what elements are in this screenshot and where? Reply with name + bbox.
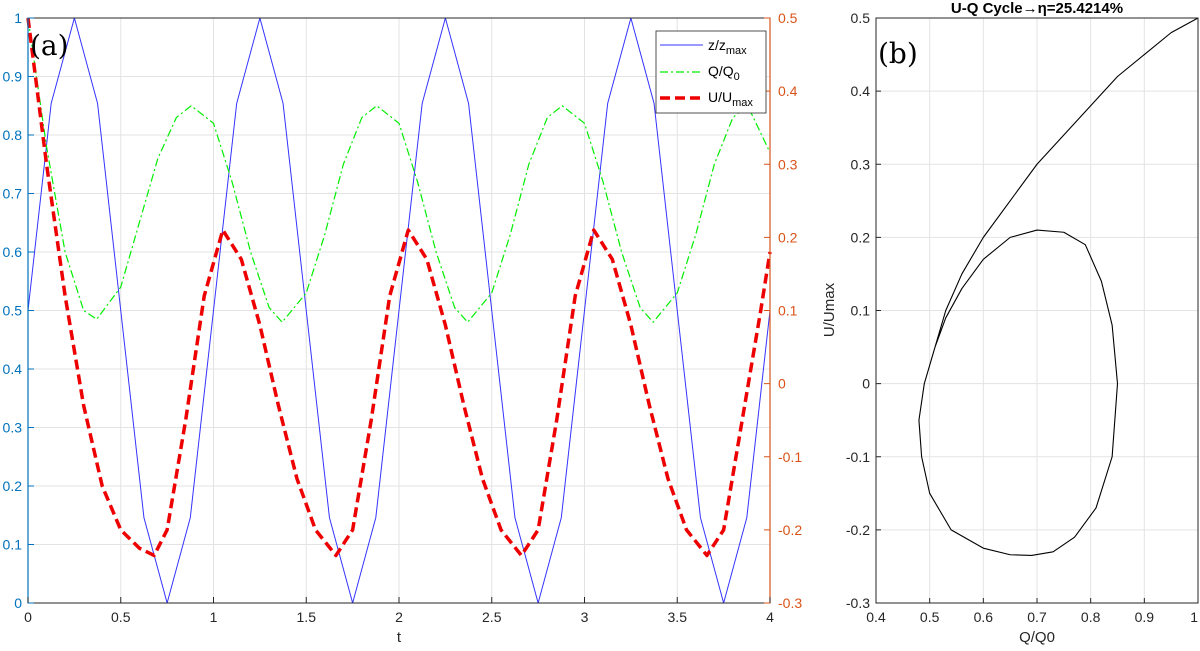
panel-b-ticks: 0.4 0.5 0.6 0.7 0.8 0.9 1 -0.3 -0.2 -0.1 0 0.1 0.2 0.… (846, 10, 1199, 625)
y-right-tick-label-3: 0 (778, 376, 786, 392)
series-q (27, 17, 771, 323)
b-x-tick-label-6: 1 (1190, 609, 1198, 625)
legend-label-u-sub: max (732, 97, 753, 109)
x-tick-label-2: 1 (210, 609, 218, 625)
legend-label-u-main: U/U (708, 89, 732, 105)
legend-label-q: Q/Q0 (708, 63, 740, 83)
y-left-tick-label-0: 0 (14, 595, 22, 611)
panel-b-title: U-Q Cycle→η=25.4214% (951, 0, 1123, 17)
legend-label-u: U/Umax (708, 89, 753, 109)
y-left-tick-label-2: 0.2 (3, 478, 23, 494)
y-left-tick-label-6: 0.6 (3, 244, 23, 260)
panel-b-label: (b) (878, 37, 918, 70)
legend: z/zmax Q/Q0 U/Umax (655, 30, 767, 114)
b-x-tick-label-5: 0.9 (1135, 609, 1155, 625)
y-left-tick-label-9: 0.9 (3, 69, 23, 85)
b-y-tick-label-2: -0.1 (846, 449, 870, 465)
b-y-tick-label-3: 0 (862, 376, 870, 392)
y-right-tick-label-6: 0.3 (778, 156, 798, 172)
y-left-tick-label-4: 0.4 (3, 361, 23, 377)
panel-b: 0.4 0.5 0.6 0.7 0.8 0.9 1 -0.3 -0.2 -0.1 0 0.1 0.2 0.… (821, 0, 1199, 646)
panel-a-xlabel: t (397, 629, 402, 646)
b-y-tick-label-8: 0.5 (851, 10, 871, 26)
series-u (26, 17, 772, 558)
y-left-tick-label-7: 0.7 (3, 186, 23, 202)
panel-b-series (918, 17, 1199, 557)
b-x-tick-label-2: 0.6 (974, 609, 994, 625)
legend-label-z: z/zmax (708, 37, 747, 57)
b-y-tick-label-7: 0.4 (851, 83, 871, 99)
b-y-tick-label-0: -0.3 (846, 595, 870, 611)
b-y-tick-label-4: 0.1 (851, 303, 871, 319)
legend-label-q-main: Q/Q (708, 63, 734, 79)
x-tick-label-7: 3.5 (668, 609, 688, 625)
b-y-tick-label-6: 0.3 (851, 156, 871, 172)
series-z (27, 17, 771, 604)
x-tick-label-4: 2 (395, 609, 403, 625)
y-left-tick-label-8: 0.8 (3, 127, 23, 143)
y-left-tick-label-5: 0.5 (3, 303, 23, 319)
b-x-tick-label-3: 0.7 (1027, 609, 1047, 625)
x-tick-label-3: 1.5 (297, 609, 317, 625)
y-left-tick-label-3: 0.3 (3, 420, 23, 436)
panel-b-xlabel: Q/Q0 (1019, 629, 1055, 646)
panel-a-ticks: 0 0.5 1 1.5 2 2.5 3 3.5 4 0 0.1 0.2 0.3 0.4 0.5 0.6 0.7 0… (3, 10, 803, 625)
b-y-tick-label-1: -0.2 (846, 522, 870, 538)
x-tick-label-8: 4 (766, 609, 774, 625)
y-right-tick-label-8: 0.5 (778, 10, 798, 26)
x-tick-label-6: 3 (581, 609, 589, 625)
y-right-tick-label-2: -0.1 (778, 449, 802, 465)
b-y-tick-label-5: 0.2 (851, 229, 871, 245)
uq-cycle-series-0 (918, 17, 1199, 557)
x-tick-label-0: 0 (24, 609, 32, 625)
y-right-tick-label-1: -0.2 (778, 522, 802, 538)
legend-label-z-sub: max (726, 45, 747, 57)
x-tick-label-1: 0.5 (111, 609, 131, 625)
legend-label-q-sub: 0 (734, 71, 740, 83)
b-x-tick-label-0: 0.4 (866, 609, 886, 625)
panel-a: 0 0.5 1 1.5 2 2.5 3 3.5 4 0 0.1 0.2 0.3 0.4 0.5 0.6 0.7 0… (3, 10, 803, 646)
panel-a-label: (a) (30, 29, 69, 62)
y-right-tick-label-5: 0.2 (778, 229, 798, 245)
y-right-tick-label-7: 0.4 (778, 83, 798, 99)
x-tick-label-5: 2.5 (482, 609, 502, 625)
b-x-tick-label-4: 0.8 (1081, 609, 1101, 625)
y-right-tick-label-4: 0.1 (778, 303, 798, 319)
y-left-tick-label-10: 1 (14, 10, 22, 26)
panel-a-series (26, 17, 772, 604)
panel-b-ylabel: U/Umax (821, 282, 838, 337)
y-right-tick-label-0: -0.3 (778, 595, 802, 611)
b-x-tick-label-1: 0.5 (920, 609, 940, 625)
legend-label-z-main: z/z (708, 37, 726, 53)
y-left-tick-label-1: 0.1 (3, 537, 23, 553)
